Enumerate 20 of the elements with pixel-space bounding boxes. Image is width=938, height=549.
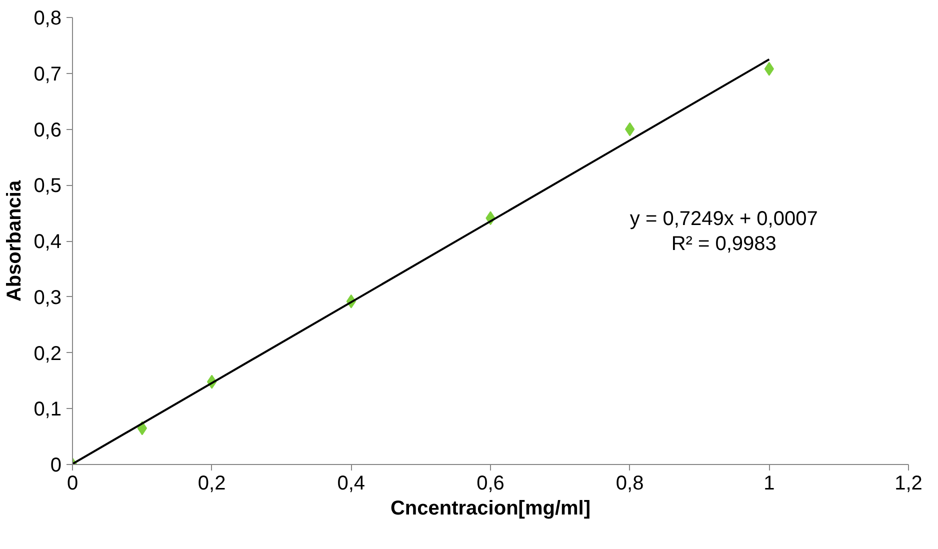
y-tick-label: 0,1 xyxy=(34,398,62,421)
y-tick-label: 0,3 xyxy=(34,286,62,309)
x-tick-label: 1 xyxy=(764,472,775,494)
x-axis-title: Cncentracion[mg/ml] xyxy=(390,498,591,520)
x-tick-label: 1,2 xyxy=(894,472,922,494)
y-tick-label: 0 xyxy=(50,454,62,476)
x-tick-label: 0,6 xyxy=(476,472,504,494)
y-tick-label: 0,4 xyxy=(34,231,62,253)
x-tick-label: 0,4 xyxy=(337,472,366,494)
y-axis-title: Absorbancia xyxy=(4,180,26,302)
y-tick-label: 0,7 xyxy=(34,63,62,86)
y-tick-label: 0,5 xyxy=(34,175,62,198)
annotation: R² = 0,9983 xyxy=(671,232,776,255)
x-tick-label: 0,8 xyxy=(616,472,644,494)
y-tick-label: 0,2 xyxy=(34,342,62,365)
y-tick-label: 0,8 xyxy=(34,8,62,30)
annotation: y = 0,7249x + 0,0007 xyxy=(630,208,818,230)
x-tick-label: 0 xyxy=(66,472,78,494)
x-tick-label: 0,2 xyxy=(198,472,226,494)
y-tick-label: 0,6 xyxy=(34,119,62,142)
